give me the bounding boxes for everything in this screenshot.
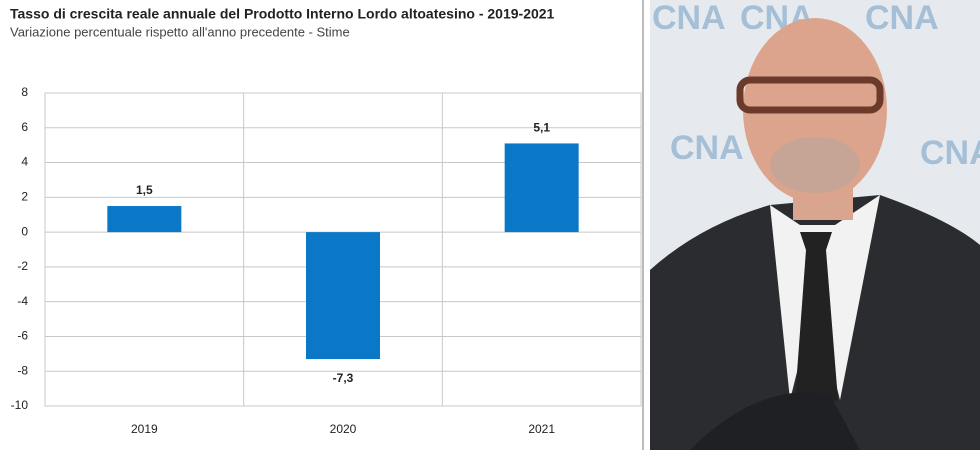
- y-tick-label: -10: [11, 398, 29, 412]
- y-tick-label: -4: [17, 294, 28, 308]
- photo-logo: CNA: [670, 129, 744, 167]
- y-tick-label: -6: [17, 329, 28, 343]
- y-tick-label: 4: [21, 155, 28, 169]
- bar: [504, 143, 579, 233]
- chart-title: Tasso di crescita reale annuale del Prod…: [10, 6, 555, 22]
- arm: [690, 392, 860, 450]
- bar: [306, 232, 380, 360]
- x-tick-label: 2019: [131, 422, 158, 436]
- y-tick-label: 2: [21, 190, 28, 204]
- photo: CNA CNA CNA CNA CNA: [650, 0, 980, 450]
- chart-subtitle: Variazione percentuale rispetto all'anno…: [10, 24, 350, 39]
- photo-logo: CNA: [920, 134, 980, 172]
- photo-logo: CNA: [865, 0, 939, 37]
- tie: [795, 232, 838, 410]
- y-tick-label: 0: [21, 224, 28, 238]
- y-tick-label: -2: [17, 259, 28, 273]
- x-tick-label: 2021: [528, 422, 555, 436]
- y-tick-label: 8: [21, 85, 28, 99]
- y-tick-label: 6: [21, 120, 28, 134]
- value-label: 5,1: [533, 121, 550, 135]
- glasses: [736, 76, 884, 114]
- value-label: 1,5: [136, 183, 153, 197]
- plot-frame: [44, 92, 642, 407]
- plot: -10 -8 -6 -4 -2 0 2 4 6 8 2019 1,5 2020 -7,3 2021 5,1: [11, 85, 642, 436]
- bar: [107, 206, 182, 233]
- x-tick-label: 2020: [330, 422, 357, 436]
- value-label: -7,3: [333, 371, 354, 385]
- photo-logo: CNA: [652, 0, 726, 37]
- y-tick-label: -8: [17, 363, 28, 377]
- beard: [770, 137, 860, 193]
